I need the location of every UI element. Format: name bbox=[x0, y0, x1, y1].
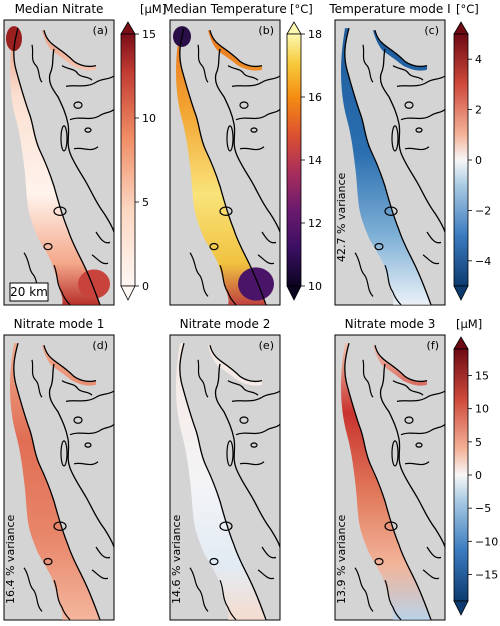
colorbar-b-extend-bottom bbox=[286, 285, 302, 301]
colorbar-a: [μM] 0 5 10 15 bbox=[120, 2, 166, 301]
panel-d: (d) Nitrate mode 1 16.4 % variance bbox=[3, 317, 115, 621]
colorbar-a-extend-bottom bbox=[120, 285, 136, 301]
colorbar-f-tick-label: 10 bbox=[475, 403, 489, 416]
variance-label-e: 14.6 % variance bbox=[170, 514, 183, 604]
panel-c: (c) Temperature mode I 42.7 % variance bbox=[328, 2, 451, 306]
colorbar-a-ticks: 0 5 10 15 bbox=[135, 28, 156, 293]
scale-bar-label: 20 km bbox=[10, 285, 48, 299]
panel-title-e: Nitrate mode 2 bbox=[180, 317, 271, 331]
panel-title-b: Median Temperature bbox=[163, 2, 286, 16]
panel-title-c: Temperature mode I bbox=[328, 2, 450, 16]
panel-e: (e) Nitrate mode 2 14.6 % variance bbox=[169, 317, 281, 621]
panel-title-d: Nitrate mode 1 bbox=[14, 317, 105, 331]
colorbar-c-tick-label: −2 bbox=[475, 204, 491, 217]
colorbar-a-tick-label: 5 bbox=[142, 196, 149, 209]
colorbar-c-tick-label: 4 bbox=[475, 53, 482, 66]
colorbar-f: [μM] −15 −10 −5 0 5 10 15 bbox=[453, 317, 498, 616]
variance-label-f: 13.9 % variance bbox=[335, 514, 348, 604]
colorbar-f-ticks: −15 −10 −5 0 5 10 15 bbox=[468, 370, 498, 581]
colorbar-c-extend-bottom bbox=[453, 285, 469, 301]
panel-label-a: (a) bbox=[93, 24, 108, 37]
colorbar-a-tick-label: 10 bbox=[142, 112, 156, 125]
scale-bar-box bbox=[9, 282, 49, 302]
colorbar-b-tick-label: 12 bbox=[308, 217, 322, 230]
colorbar-f-extend-bottom bbox=[453, 600, 469, 616]
panel-label-e: (e) bbox=[259, 339, 274, 352]
colorbar-c-tick-label: −4 bbox=[475, 255, 491, 268]
panel-label-f: (f) bbox=[427, 339, 439, 352]
colorbar-b-extend-top bbox=[286, 21, 302, 35]
colorbar-f-tick-label: 0 bbox=[475, 469, 482, 482]
panel-title-a: Median Nitrate bbox=[15, 2, 104, 16]
colorbar-b-unit: [°C] bbox=[290, 2, 313, 16]
colorbar-a-extend-top bbox=[120, 21, 136, 35]
colorbar-f-tick-label: −10 bbox=[475, 535, 498, 548]
colorbar-f-tick-label: 15 bbox=[475, 370, 489, 383]
colorbar-c-ticks: −4 −2 0 2 4 bbox=[468, 53, 491, 268]
colorbar-c-unit: [°C] bbox=[456, 2, 479, 16]
colorbar-f-tick-label: 5 bbox=[475, 436, 482, 449]
panel-b: (b) Median Temperature bbox=[163, 2, 287, 306]
colorbar-f-tick-label: −15 bbox=[475, 568, 498, 581]
variance-label-d: 16.4 % variance bbox=[4, 514, 17, 604]
colorbar-a-tick-label: 0 bbox=[142, 280, 149, 293]
colorbar-a-tick-label: 15 bbox=[142, 28, 156, 41]
colorbar-c-tick-label: 2 bbox=[475, 104, 482, 117]
colorbar-b-tick-label: 10 bbox=[308, 280, 322, 293]
panel-a: 20 km (a) Median Nitrate bbox=[3, 2, 115, 306]
colorbar-b-tick-label: 18 bbox=[308, 28, 322, 41]
colorbar-f-extend-top bbox=[453, 336, 469, 350]
panel-label-d: (d) bbox=[92, 339, 108, 352]
colorbar-c: [°C] −4 −2 0 2 4 bbox=[453, 2, 491, 301]
panel-label-b: (b) bbox=[258, 24, 274, 37]
colorbar-b-ticks: 10 12 14 16 18 bbox=[301, 28, 322, 293]
colorbar-b-tick-label: 14 bbox=[308, 154, 322, 167]
colorbar-a-unit: [μM] bbox=[140, 2, 166, 16]
variance-label-c: 42.7 % variance bbox=[335, 172, 348, 262]
colorbar-c-tick-label: 0 bbox=[475, 154, 482, 167]
colorbar-b: [°C] 10 12 14 16 18 bbox=[286, 2, 322, 301]
colorbar-f-tick-label: −5 bbox=[475, 502, 491, 515]
colorbar-c-extend-top bbox=[453, 21, 469, 35]
panel-label-c: (c) bbox=[424, 24, 439, 37]
panel-title-f: Nitrate mode 3 bbox=[345, 317, 436, 331]
colorbar-f-unit: [μM] bbox=[456, 317, 482, 331]
panel-f: (f) Nitrate mode 3 13.9 % variance bbox=[334, 317, 446, 621]
colorbar-b-tick-label: 16 bbox=[308, 91, 322, 104]
